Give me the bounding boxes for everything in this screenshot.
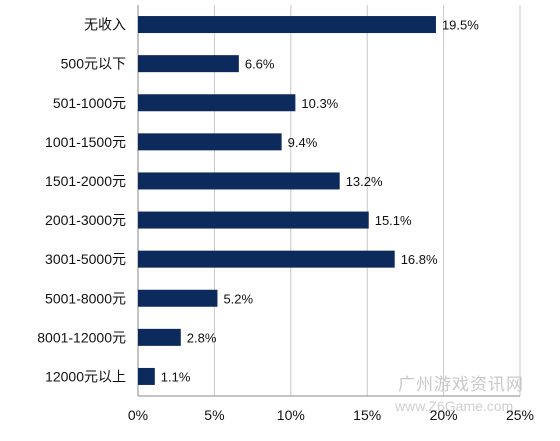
bar (138, 328, 181, 346)
bar (138, 211, 369, 229)
bar (138, 133, 282, 151)
x-tick-label: 15% (353, 407, 381, 423)
category-label: 1501-2000元 (45, 173, 126, 189)
category-label: 501-1000元 (53, 95, 126, 111)
bars (138, 16, 436, 385)
x-tick-label: 25% (506, 407, 534, 423)
bar (138, 94, 296, 112)
x-tick-label: 0% (128, 407, 148, 423)
data-label: 16.8% (401, 252, 438, 267)
bar (138, 16, 436, 34)
data-label: 10.3% (301, 96, 338, 111)
x-tick-label: 20% (430, 407, 458, 423)
bar (138, 367, 155, 385)
data-label: 13.2% (346, 174, 383, 189)
category-label: 500元以下 (61, 56, 126, 72)
data-label: 6.6% (245, 57, 275, 72)
category-label: 3001-5000元 (45, 251, 126, 267)
bar (138, 172, 340, 190)
data-label: 1.1% (161, 369, 191, 384)
bar (138, 250, 395, 268)
watermark: 广州游戏资讯网 www.Z6Game.com (394, 375, 524, 414)
bar (138, 55, 239, 73)
bar (138, 289, 218, 307)
category-label: 12000元以上 (45, 368, 126, 384)
x-tick-label: 5% (204, 407, 224, 423)
x-tick-label: 10% (277, 407, 305, 423)
x-tick-labels: 0% 5% 10% 15% 20% 25% (128, 407, 534, 423)
watermark-text: 广州游戏资讯网 (398, 375, 524, 394)
data-label: 9.4% (288, 135, 318, 150)
category-labels: 19.5% 无收入 6.6% 500元以下 10.3% 501-1000元 9.4% 1001… (37, 17, 479, 385)
data-label: 15.1% (375, 213, 412, 228)
category-label: 8001-12000元 (37, 329, 126, 345)
category-label: 1001-1500元 (45, 134, 126, 150)
data-label: 2.8% (187, 330, 217, 345)
data-label: 19.5% (442, 18, 479, 33)
watermark-url: www.Z6Game.com (394, 398, 513, 414)
data-label: 5.2% (223, 291, 253, 306)
category-label: 5001-8000元 (45, 290, 126, 306)
category-label: 2001-3000元 (45, 212, 126, 228)
category-label: 无收入 (84, 17, 126, 33)
